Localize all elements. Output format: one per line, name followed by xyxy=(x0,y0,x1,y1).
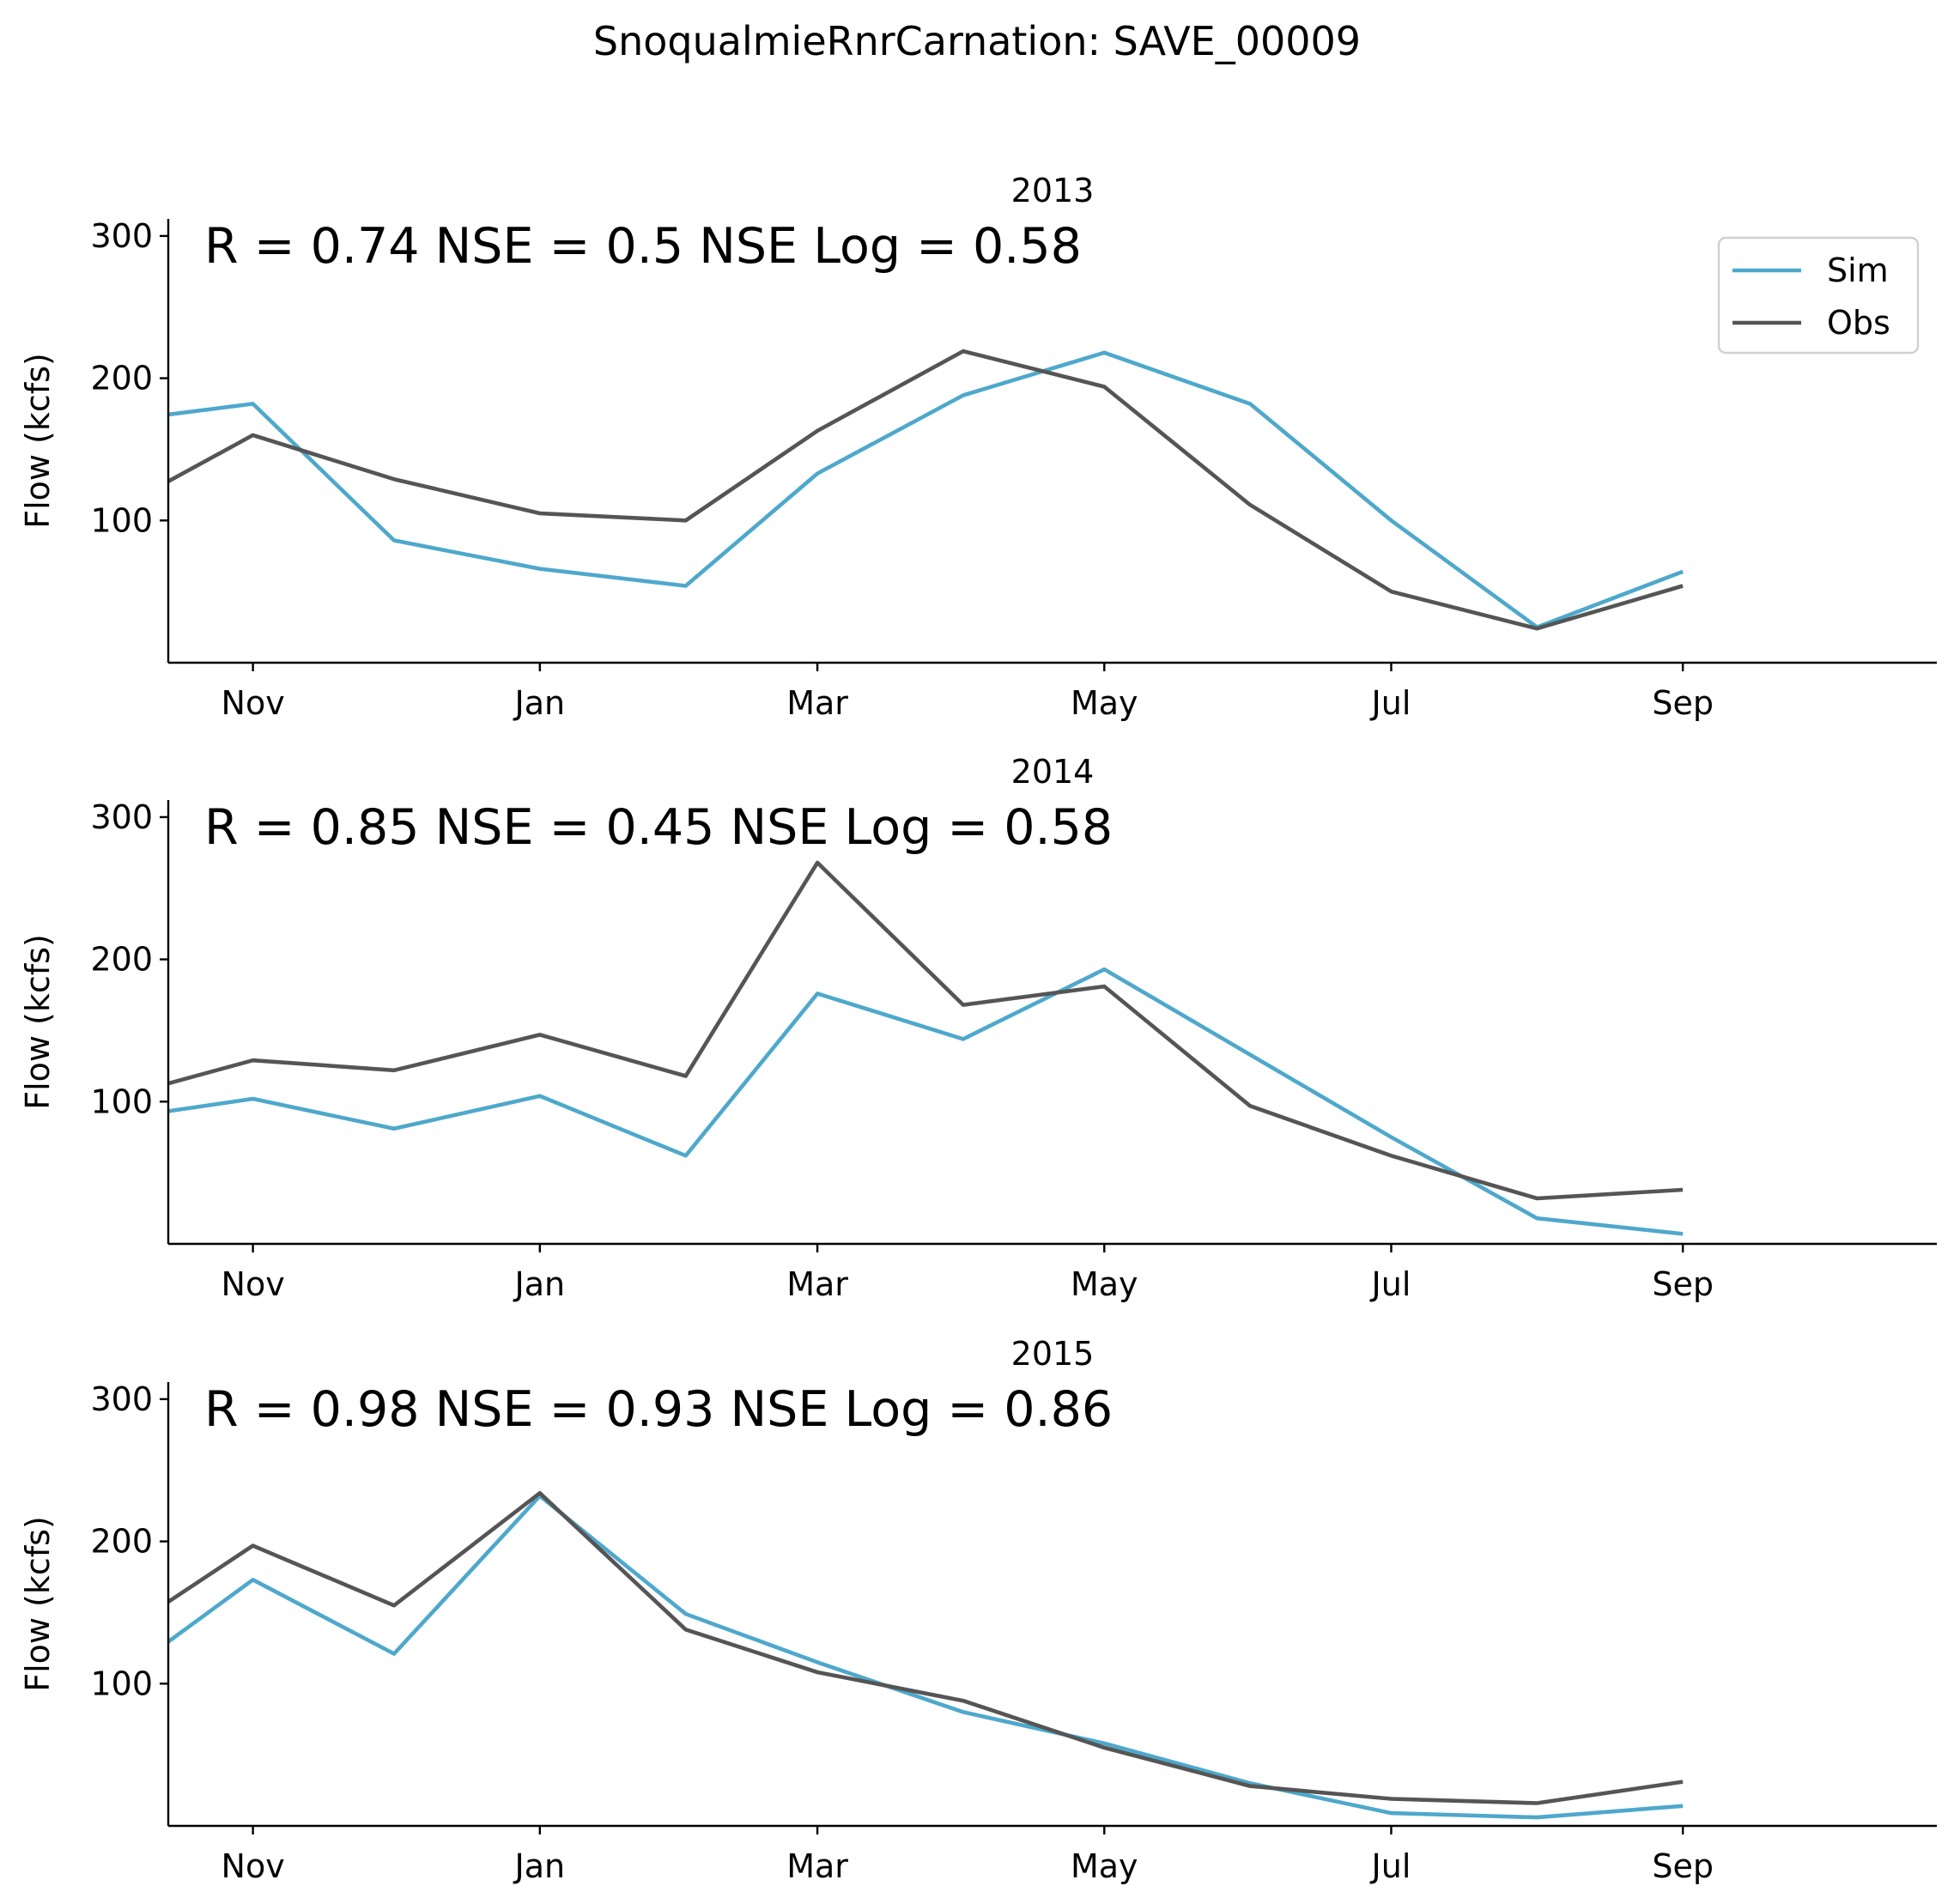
y-axis-label: Flow (kcfs) xyxy=(19,1516,57,1692)
panels: 2013 100 200 300 Nov Jan Mar May Jul Sep Flow (kcf… xyxy=(19,172,1937,1885)
panel-2014: 2014 100 200 300 Nov Jan Mar May Jul Sep Flow (kcf… xyxy=(19,753,1937,1303)
series-group xyxy=(168,1491,1684,1820)
y-axis-label: Flow (kcfs) xyxy=(19,934,57,1110)
y-axis-label: Flow (kcfs) xyxy=(19,353,57,529)
y-tick-label: 200 xyxy=(90,1523,153,1561)
y-tick-label: 300 xyxy=(90,217,153,255)
stats-annotation: R = 0.85 NSE = 0.45 NSE Log = 0.58 xyxy=(204,799,1113,856)
figure-title: SnoqualmieRnrCarnation: SAVE_00009 xyxy=(593,18,1361,64)
stats-annotation: R = 0.98 NSE = 0.93 NSE Log = 0.86 xyxy=(204,1381,1113,1438)
x-tick-label: Jul xyxy=(1370,684,1411,722)
x-tick-label: May xyxy=(1071,1847,1138,1885)
y-tick-label: 200 xyxy=(90,941,153,979)
legend-label-obs: Obs xyxy=(1827,304,1890,342)
x-tick-label: Sep xyxy=(1652,1265,1714,1303)
x-tick-label: Jan xyxy=(513,1265,566,1303)
y-tick-label: 300 xyxy=(90,798,153,836)
x-tick-label: Nov xyxy=(221,684,285,722)
series-line-obs xyxy=(168,860,1684,1201)
x-tick-label: Mar xyxy=(786,684,848,722)
series-group xyxy=(168,349,1684,631)
y-tick-label: 100 xyxy=(90,1664,153,1702)
panel-2015: 2015 100 200 300 Nov Jan Mar May Jul Sep Flow (kcf… xyxy=(19,1335,1937,1885)
series-line-sim xyxy=(168,350,1684,629)
series-group xyxy=(168,860,1684,1236)
x-tick-label: Sep xyxy=(1652,1847,1714,1885)
series-line-obs xyxy=(168,349,1684,631)
x-tick-label: Jan xyxy=(513,1847,566,1885)
x-tick-label: May xyxy=(1071,684,1138,722)
x-tick-label: Nov xyxy=(221,1847,285,1885)
panel-title: 2015 xyxy=(1011,1335,1095,1373)
legend-label-sim: Sim xyxy=(1827,252,1889,289)
x-tick-label: Mar xyxy=(786,1847,848,1885)
stats-annotation: R = 0.74 NSE = 0.5 NSE Log = 0.58 xyxy=(204,218,1082,275)
x-tick-label: Jul xyxy=(1370,1265,1411,1303)
y-tick-label: 300 xyxy=(90,1380,153,1418)
y-tick-label: 100 xyxy=(90,1082,153,1120)
x-tick-label: Mar xyxy=(786,1265,848,1303)
x-tick-label: May xyxy=(1071,1265,1138,1303)
legend: Sim Obs xyxy=(1717,236,1920,355)
y-tick-label: 100 xyxy=(90,501,153,539)
series-line-obs xyxy=(168,1491,1684,1805)
y-tick-label: 200 xyxy=(90,360,153,397)
series-line-sim xyxy=(168,967,1684,1236)
x-tick-label: Jan xyxy=(513,684,566,722)
x-tick-label: Sep xyxy=(1652,684,1714,722)
x-tick-label: Jul xyxy=(1370,1847,1411,1885)
panel-title: 2014 xyxy=(1011,753,1095,791)
x-tick-label: Nov xyxy=(221,1265,285,1303)
panel-2013: 2013 100 200 300 Nov Jan Mar May Jul Sep Flow (kcf… xyxy=(19,172,1937,722)
panel-title: 2013 xyxy=(1011,172,1095,209)
